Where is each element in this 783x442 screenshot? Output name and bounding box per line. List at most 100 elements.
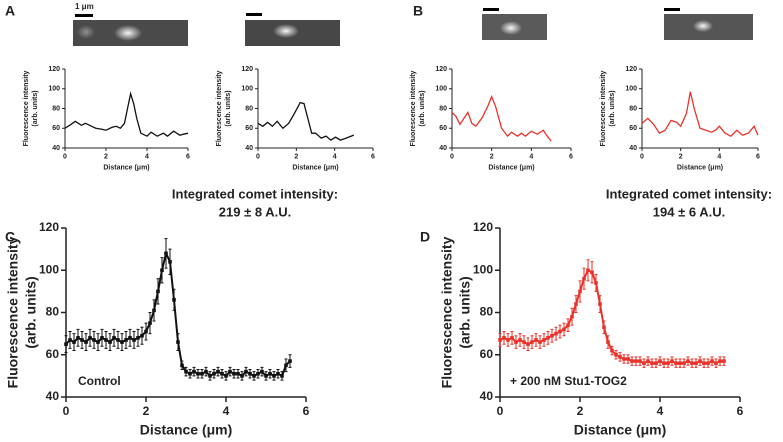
comet	[77, 25, 95, 39]
data-line	[64, 91, 189, 137]
y-tick-label: 100	[241, 86, 253, 93]
data-point	[650, 361, 654, 365]
data-point	[176, 340, 180, 344]
data-point	[570, 314, 574, 319]
panel-label: C	[5, 229, 15, 245]
data-point	[518, 338, 522, 342]
data-point	[718, 359, 722, 363]
condition-label: + 200 nM Stu1-TOG2	[510, 374, 627, 388]
x-axis-label: Distance (μm)	[488, 165, 534, 172]
x-tick-label: 6	[303, 404, 310, 418]
x-axis-label: Distance (μm)	[574, 422, 667, 438]
data-point	[288, 359, 292, 363]
x-axis-label: Distance (μm)	[677, 165, 723, 172]
data-point	[714, 361, 718, 365]
data-line	[451, 94, 552, 142]
data-point	[104, 338, 108, 342]
data-point	[264, 374, 268, 378]
condition-label: Control	[78, 374, 121, 388]
data-point	[630, 359, 634, 363]
data-point	[96, 340, 100, 344]
data-point	[192, 369, 196, 374]
y-tick-label: 60	[52, 125, 60, 132]
y-tick-label: 120	[473, 220, 493, 234]
scale-bar	[483, 8, 499, 11]
data-point	[220, 371, 224, 376]
data-point	[690, 361, 694, 365]
data-point	[276, 371, 280, 376]
annotation: Integrated comet intensity:	[606, 186, 772, 201]
data-point	[550, 333, 554, 338]
y-tick-label: 120	[625, 66, 637, 73]
data-line	[257, 101, 355, 141]
y-tick-label: 80	[245, 105, 253, 112]
data-point	[260, 369, 264, 374]
data-point	[64, 342, 68, 346]
data-point	[76, 336, 80, 340]
data-point	[156, 289, 160, 294]
data-point	[574, 302, 578, 306]
data-point	[212, 371, 216, 376]
x-tick-label: 6	[569, 153, 573, 160]
annotation: 219 ± 8 A.U.	[219, 204, 291, 219]
x-axis-label: Distance (μm)	[292, 165, 338, 172]
x-tick-label: 6	[186, 153, 190, 160]
y-axis-label: Fluorescence intensity	[600, 70, 607, 146]
data-point	[168, 260, 172, 264]
data-point	[188, 371, 192, 376]
data-point	[558, 329, 562, 334]
data-point	[534, 338, 538, 342]
x-tick-label: 6	[371, 153, 375, 160]
y-tick-label: 120	[435, 66, 447, 73]
micrographs: 1 μm	[73, 2, 753, 46]
y-tick-label: 80	[439, 105, 447, 112]
panel-label: A	[5, 3, 15, 19]
data-point	[196, 371, 200, 376]
x-tick-label: 0	[497, 404, 504, 418]
x-tick-label: 0	[256, 153, 260, 160]
data-point	[526, 342, 530, 346]
data-point	[164, 251, 168, 256]
x-axis-label: Distance (μm)	[103, 165, 149, 172]
data-point	[128, 336, 132, 340]
data-point	[642, 361, 646, 365]
data-point	[116, 338, 120, 342]
data-line	[65, 250, 291, 378]
data-point	[510, 336, 514, 340]
data-point	[216, 369, 220, 374]
annotation: 194 ± 6 A.U.	[653, 204, 725, 219]
data-point	[614, 352, 618, 357]
y-axis-label: Fluorescence intensity	[439, 236, 455, 388]
y-tick-label: 100	[625, 86, 637, 93]
y-tick-label: 40	[245, 145, 253, 152]
y-tick-label: 40	[439, 145, 447, 152]
x-tick-label: 4	[223, 404, 230, 418]
y-axis-label: (arb. units)	[609, 90, 616, 126]
y-axis-label: Fluorescence intensity	[410, 70, 417, 146]
y-axis-label: Fluorescence intensity	[216, 70, 223, 146]
annotation: Integrated comet intensity:	[172, 186, 338, 201]
x-tick-label: 2	[679, 153, 683, 160]
x-tick-label: 2	[294, 153, 298, 160]
y-axis-label: Fluorescence intensity	[23, 70, 30, 146]
data-point	[590, 270, 594, 275]
data-point	[272, 374, 276, 378]
y-tick-label: 40	[46, 389, 60, 403]
data-point	[578, 289, 582, 294]
data-point	[72, 340, 76, 344]
data-point	[506, 338, 510, 342]
data-point	[224, 374, 228, 378]
panel-label: B	[413, 3, 423, 19]
data-point	[112, 336, 116, 340]
data-line	[641, 91, 759, 137]
data-point	[538, 340, 542, 344]
y-tick-label: 60	[480, 347, 494, 361]
data-point	[562, 327, 566, 332]
x-tick-label: 4	[145, 153, 149, 160]
data-point	[710, 359, 714, 363]
data-point	[204, 369, 208, 374]
data-point	[240, 374, 244, 378]
y-tick-label: 80	[52, 105, 60, 112]
y-axis-label: Fluorescence intensity	[5, 236, 21, 388]
